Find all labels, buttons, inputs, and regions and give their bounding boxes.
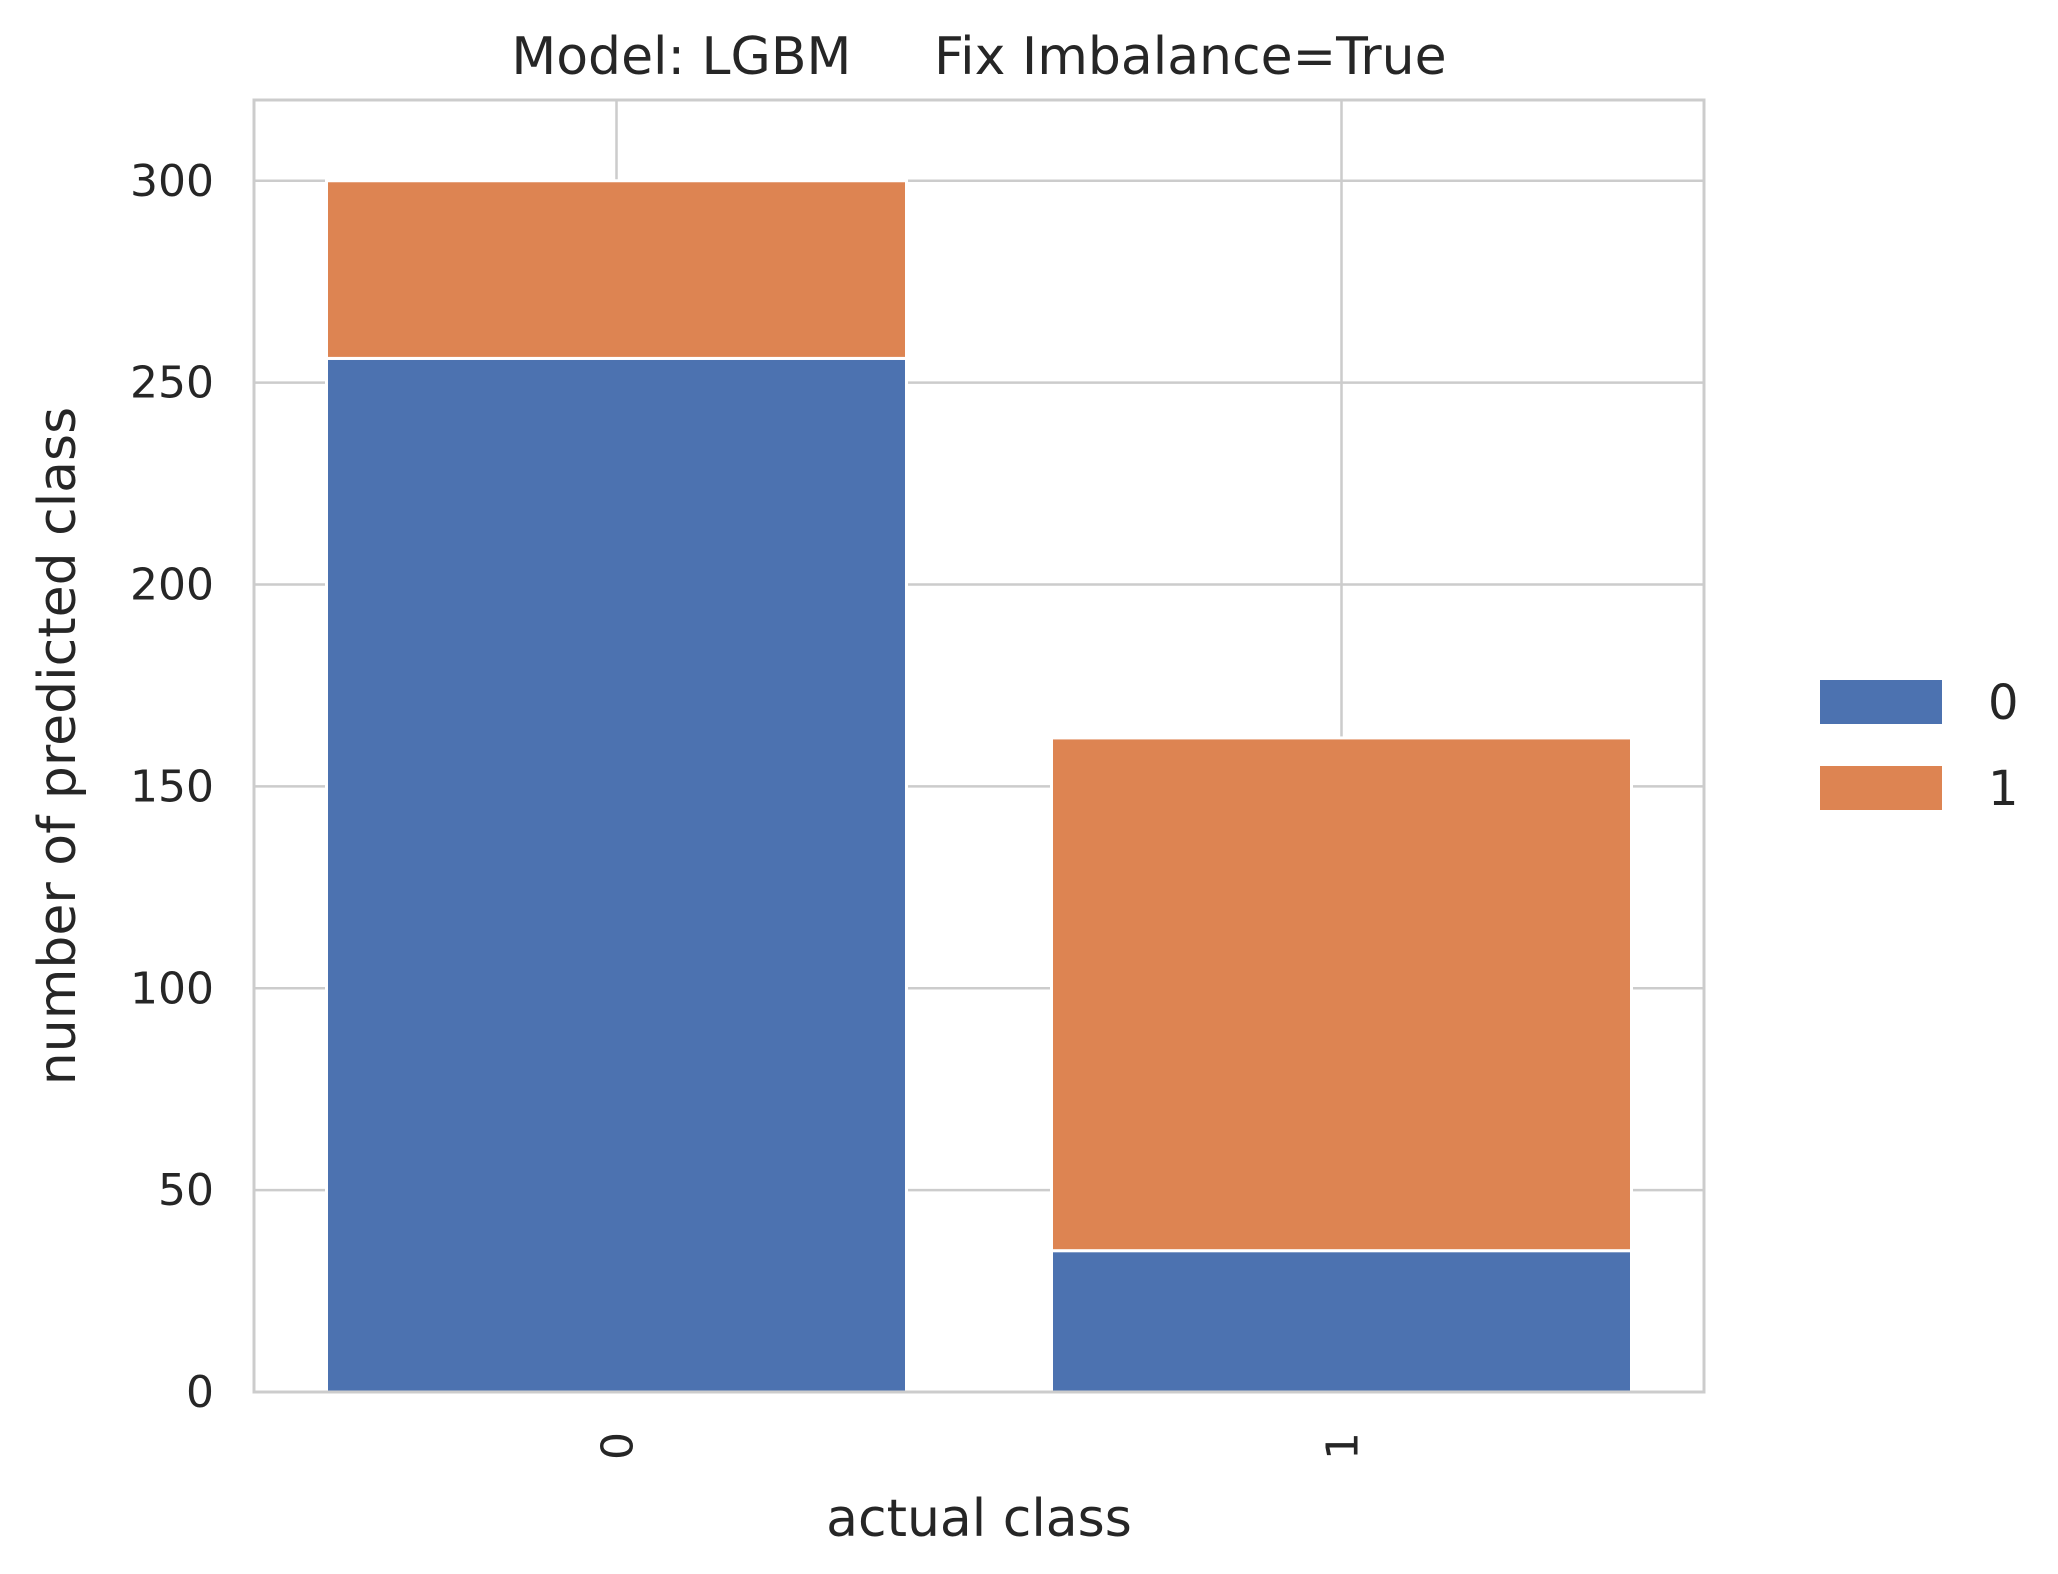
y-axis-label: number of predicted class: [28, 407, 88, 1085]
legend-swatch: [1820, 766, 1942, 810]
y-tick-label: 100: [130, 963, 214, 1014]
chart-title: Model: LGBM Fix Imbalance=True: [511, 27, 1446, 87]
y-tick-label: 300: [130, 156, 214, 207]
bar-segment: [1050, 1249, 1633, 1394]
plot-area-frame: [252, 98, 1706, 1394]
y-axis-ticks: 0 50 100 150 200 250 300: [130, 156, 214, 1418]
x-tick-label: 1: [1318, 1432, 1369, 1460]
y-tick-label: 50: [158, 1165, 214, 1216]
bar-segment: [325, 179, 908, 360]
legend-label: 1: [1988, 761, 2019, 817]
legend: 01: [1820, 675, 2019, 817]
bar-segment: [1050, 736, 1633, 1253]
legend-swatch: [1820, 680, 1942, 724]
y-tick-label: 150: [130, 761, 214, 812]
y-tick-label: 0: [186, 1367, 214, 1418]
y-tick-label: 250: [130, 358, 214, 409]
y-tick-label: 200: [130, 560, 214, 611]
bars: [325, 179, 1633, 1394]
x-axis-label: actual class: [826, 1489, 1132, 1549]
x-tick-label: 0: [593, 1432, 644, 1460]
legend-label: 0: [1988, 675, 2019, 731]
bar-segment: [325, 356, 908, 1394]
